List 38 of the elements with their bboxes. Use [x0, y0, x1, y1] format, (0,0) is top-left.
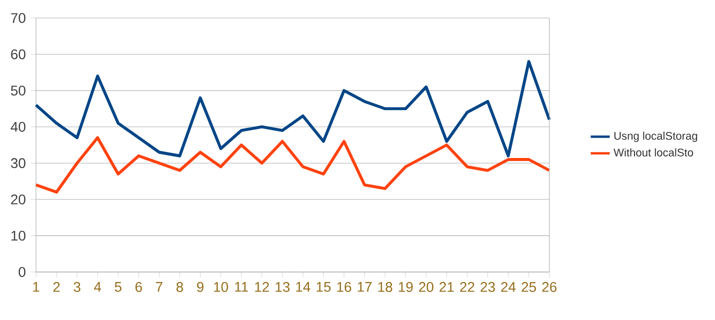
x-tick-label: 22: [460, 282, 474, 292]
x-tick-label: 9: [197, 282, 204, 292]
x-tick-label: 15: [316, 282, 331, 292]
x-tick-label: 6: [135, 282, 142, 292]
x-tick-label: 21: [440, 282, 454, 292]
y-tick-label: 0: [18, 267, 26, 277]
x-tick-label: 26: [542, 282, 556, 292]
x-tick-label: 19: [398, 282, 413, 292]
x-tick-label: 16: [337, 282, 352, 292]
line-series: [34, 136, 551, 194]
x-tick-label: 23: [480, 282, 495, 292]
legend-label: Usng localStorag: [614, 132, 698, 142]
x-tick-label: 8: [176, 282, 184, 292]
x-tick-label: 3: [74, 282, 80, 292]
x-tick-label: 10: [214, 282, 228, 292]
x-tick-label: 7: [156, 282, 162, 292]
x-tick-label: 25: [522, 282, 536, 292]
x-tick-label: 1: [33, 282, 40, 292]
y-tick-label: 60: [11, 49, 26, 60]
x-tick-label: 4: [94, 282, 102, 292]
x-tick-label: 11: [235, 282, 248, 292]
x-tick-label: 24: [501, 282, 516, 292]
x-tick-label: 17: [358, 282, 372, 292]
x-tick-label: 13: [276, 282, 290, 292]
y-tick-label: 30: [10, 158, 26, 168]
x-tick-label: 2: [53, 282, 60, 292]
line-series: [34, 60, 551, 158]
x-tick-label: 5: [114, 282, 122, 292]
x-tick-label: 12: [255, 282, 269, 292]
y-tick-label: 70: [11, 13, 26, 23]
x-tick-label: 18: [378, 282, 392, 292]
y-tick-label: 20: [11, 194, 26, 204]
x-tick-label: 20: [419, 282, 434, 292]
y-tick-label: 50: [10, 86, 26, 96]
y-tick-label: 10: [11, 230, 26, 241]
legend-label: Without localSto: [614, 148, 694, 156]
x-tick-label: 14: [296, 282, 310, 292]
y-tick-label: 40: [10, 122, 26, 132]
